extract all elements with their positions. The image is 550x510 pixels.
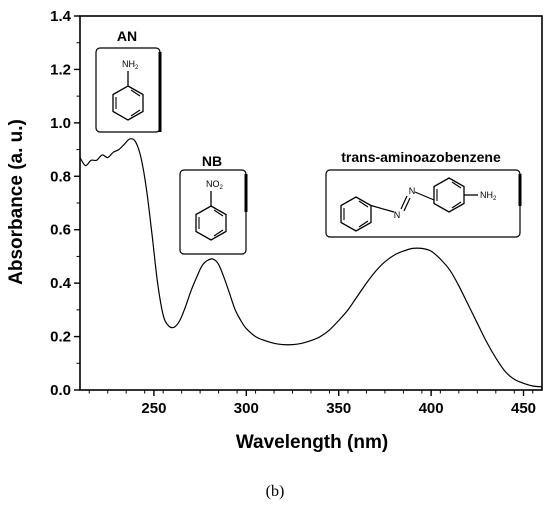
x-axis-label: Wavelength (nm): [236, 432, 388, 453]
benzene-ring-icon: [112, 71, 144, 121]
x-tick-label: 450: [511, 400, 536, 417]
inset-aminoazobenzene-substituent: NH2: [480, 190, 497, 202]
inset-nb: NB NO2: [179, 153, 248, 255]
y-tick-label: 0.6: [50, 222, 71, 239]
y-tick-label: 0.4: [50, 275, 72, 292]
inset-nb-title: NB: [202, 153, 222, 169]
right-benzene-ring-icon: [433, 177, 478, 213]
benzene-ring-icon: [195, 191, 227, 241]
absorbance-curve: [79, 138, 543, 388]
inset-aminoazobenzene-title: trans-aminoazobenzene: [341, 149, 501, 165]
inset-an: AN NH2: [95, 28, 162, 133]
left-benzene-ring-icon: [340, 196, 372, 232]
inset-aminoazobenzene-box: [325, 169, 521, 238]
x-tick-label: 300: [234, 400, 259, 417]
x-tick-label: 400: [419, 400, 444, 417]
y-axis-label: Absorbance (a. u.): [6, 119, 27, 285]
y-tick-label: 1.2: [50, 61, 71, 78]
inset-an-substituent: NH2: [122, 59, 139, 71]
azo-nitrogen-upper: N: [409, 186, 416, 196]
x-tick-label: 250: [141, 400, 166, 417]
y-axis-ticks: 0.0 0.2 0.4 0.6 0.8 1.0 1.2 1.4: [50, 8, 80, 399]
plot-area-border: [79, 15, 543, 391]
inset-an-title: AN: [117, 28, 137, 44]
inset-nb-substituent: NO2: [206, 179, 224, 191]
y-tick-label: 1.4: [50, 8, 72, 25]
azo-bond-icon: [370, 191, 435, 213]
y-tick-label: 1.0: [50, 115, 71, 132]
panel-label: (b): [266, 483, 285, 500]
x-tick-label: 350: [326, 400, 351, 417]
inset-aminoazobenzene: trans-aminoazobenzene N N NH2: [325, 149, 522, 238]
azo-nitrogen-lower: N: [394, 210, 401, 220]
plot-frame: [79, 15, 543, 391]
y-tick-label: 0.0: [50, 382, 71, 399]
y-tick-label: 0.2: [50, 329, 71, 346]
x-axis-ticks: 250 300 350 400 450: [88, 390, 536, 417]
y-tick-label: 0.8: [50, 168, 71, 185]
curve-layer: [79, 138, 543, 388]
